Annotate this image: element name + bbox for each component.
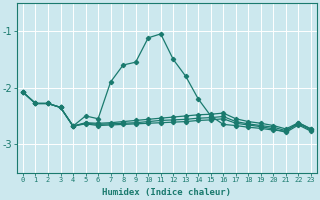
X-axis label: Humidex (Indice chaleur): Humidex (Indice chaleur) xyxy=(102,188,231,197)
